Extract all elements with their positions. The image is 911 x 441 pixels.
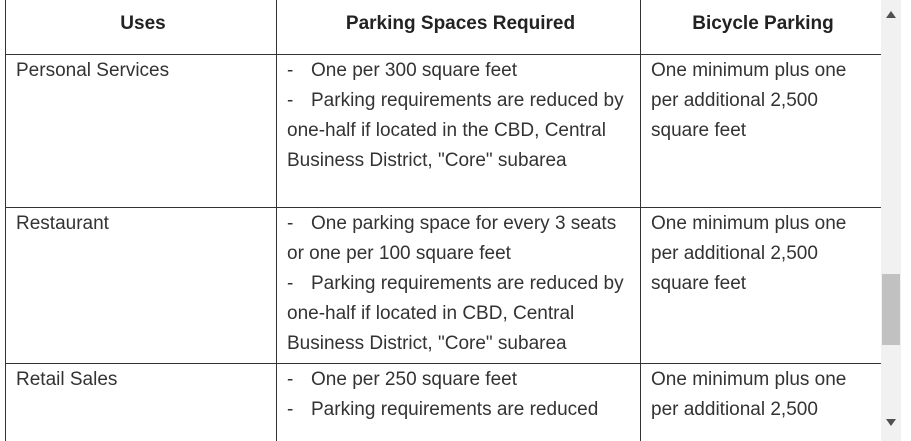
cell-requirements: - One parking space for every 3 seats or … [276,207,641,364]
requirement-item: - Parking requirements are reduced [287,395,634,425]
cell-use: Personal Services [5,54,277,208]
dash-marker: - [287,399,294,420]
scroll-up-button[interactable] [881,4,901,24]
table-row: Retail Sales - One per 250 square feet -P… [5,363,881,441]
cell-use: Retail Sales [5,363,277,441]
scroll-down-button[interactable] [881,412,901,432]
page-edge [901,0,911,441]
cell-bicycle: One minimum plus one per additional 2,50… [640,207,881,364]
table-row: Personal Services - One per 300 square fe… [5,54,881,208]
dash-marker: - [287,273,294,294]
requirement-item: - Parking requirements are reduced by one… [287,86,634,176]
cell-bicycle: One minimum plus one per additional 2,50… [640,54,881,208]
triangle-down-icon [886,418,896,426]
scroll-thumb[interactable] [882,274,900,345]
vertical-scrollbar[interactable] [881,0,901,441]
requirement-item: - One per 250 square feet [287,365,634,395]
requirement-item: - Parking requirements are reduced by one… [287,269,634,359]
dash-marker: - [287,90,294,111]
triangle-up-icon [886,10,896,18]
table-header-row: Uses Parking Spaces Required Bicycle Par… [5,0,881,55]
dash-marker: - [287,60,294,81]
cell-bicycle: One minimum plus one per additional 2,50… [640,363,881,441]
dash-marker: - [287,213,294,234]
header-uses: Uses [5,0,277,55]
table-row: Restaurant - One parking space for every … [5,207,881,364]
requirement-item: - One per 300 square feet [287,56,634,86]
cell-requirements: - One per 300 square feet - Parking requir… [276,54,641,208]
cell-requirements: - One per 250 square feet - Parking requir… [276,363,641,441]
cell-use: Restaurant [5,207,277,364]
header-bicycle-parking: Bicycle Parking [640,0,881,55]
parking-requirements-table: Uses Parking Spaces Required Bicycle Par… [5,0,881,441]
content-viewport: Uses Parking Spaces Required Bicycle Par… [5,0,881,441]
requirement-item: - One parking space for every 3 seats or … [287,209,634,269]
header-parking-spaces: Parking Spaces Required [276,0,641,55]
dash-marker: - [287,369,294,390]
